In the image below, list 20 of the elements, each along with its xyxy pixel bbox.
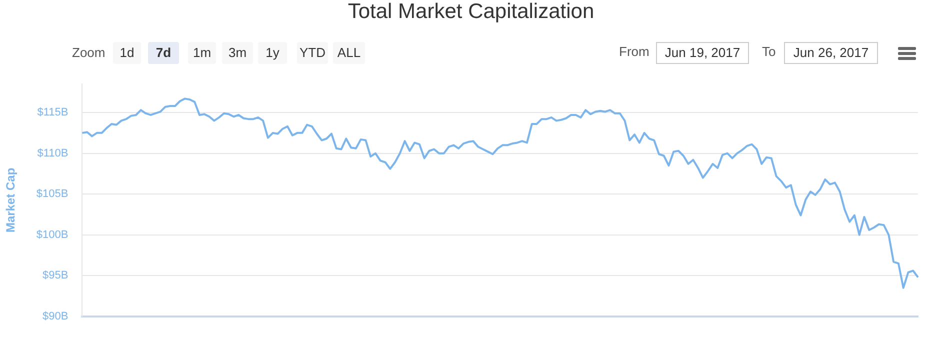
y-tick-label: $100B xyxy=(36,228,68,241)
chart-title: Total Market Capitalization xyxy=(346,0,596,24)
y-tick-label: $115B xyxy=(37,106,68,119)
text: 1m xyxy=(188,42,216,64)
text: From xyxy=(619,44,650,59)
text: ALL xyxy=(333,42,365,64)
y-tick-label: $95B xyxy=(42,270,68,282)
text: Zoom xyxy=(72,45,106,60)
text: Jun 19, 2017 xyxy=(656,42,749,64)
text: 1d xyxy=(113,42,141,64)
text: 7d xyxy=(148,42,179,64)
text: YTD xyxy=(297,42,328,64)
text: To xyxy=(762,44,776,59)
y-tick-label: $105B xyxy=(36,188,68,200)
text: 3m xyxy=(222,42,253,64)
y-tick-label: $90B xyxy=(42,310,68,322)
text: Jun 26, 2017 xyxy=(784,42,878,64)
text: 1y xyxy=(258,42,287,64)
y-axis-title: Market Cap xyxy=(4,168,18,233)
y-tick-label: $110B xyxy=(37,147,68,160)
